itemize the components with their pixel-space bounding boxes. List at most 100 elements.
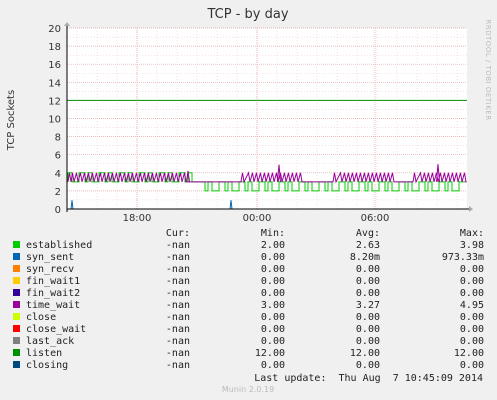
x-ticks: 18:00 00:00 06:00 (123, 213, 390, 224)
legend-avg: 0.00 (356, 312, 380, 323)
legend-cur: -nan (166, 324, 190, 335)
legend-header-max: Max: (460, 228, 484, 239)
legend-swatch (13, 277, 20, 284)
x-axis-arrow (469, 206, 473, 212)
legend-row-syn_sent: syn_sent -nan 0.00 8.20m 973.33m (13, 252, 484, 263)
legend-min: 0.00 (261, 312, 285, 323)
y-ticks: 0 2 4 6 8 10 12 14 16 18 20 (48, 24, 61, 216)
legend-avg: 0.00 (356, 276, 380, 287)
axes (64, 22, 473, 212)
legend-swatch (13, 313, 20, 320)
legend-cur: -nan (166, 264, 190, 275)
legend-row-closing: closing -nan 0.00 0.00 0.00 (13, 360, 484, 371)
legend-name: close_wait (26, 324, 86, 335)
last-update: Last update: Thu Aug 7 10:45:09 2014 (254, 373, 483, 384)
legend-max: 4.95 (460, 300, 484, 311)
legend-avg: 0.00 (356, 360, 380, 371)
legend-min: 0.00 (261, 276, 285, 287)
legend-name: syn_sent (26, 252, 74, 263)
legend-cur: -nan (166, 360, 190, 371)
series-time_wait (67, 171, 467, 184)
legend-min: 12.00 (255, 348, 285, 359)
legend-swatch (13, 337, 20, 344)
legend-avg: 0.00 (356, 324, 380, 335)
legend-row-close_wait: close_wait -nan 0.00 0.00 0.00 (13, 324, 484, 335)
legend-row-established: established -nan 2.00 2.63 3.98 (13, 240, 484, 251)
y-tick-label: 6 (55, 151, 61, 162)
legend-cur: -nan (166, 300, 190, 311)
legend-swatch (13, 349, 20, 356)
y-tick-label: 18 (48, 42, 61, 53)
legend-swatch (13, 361, 20, 368)
legend-name: fin_wait1 (26, 276, 80, 287)
legend-name: last_ack (26, 336, 74, 347)
y-axis-arrow (64, 22, 70, 26)
x-tick-label: 06:00 (361, 213, 390, 224)
legend-avg: 2.63 (356, 240, 380, 251)
legend-name: closing (26, 360, 68, 371)
legend-avg: 0.00 (356, 264, 380, 275)
x-tick-label: 00:00 (243, 213, 272, 224)
legend-cur: -nan (166, 288, 190, 299)
legend-min: 0.00 (261, 264, 285, 275)
legend-swatch (13, 325, 20, 332)
series-time_wait-peak (277, 164, 281, 182)
legend-cur: -nan (166, 336, 190, 347)
legend-max: 12.00 (454, 348, 484, 359)
legend-swatch (13, 241, 20, 248)
legend-cur: -nan (166, 312, 190, 323)
legend-min: 0.00 (261, 360, 285, 371)
y-tick-label: 10 (48, 115, 61, 126)
legend-min: 0.00 (261, 252, 285, 263)
legend-max: 0.00 (460, 288, 484, 299)
legend-avg: 3.27 (356, 300, 380, 311)
footer: Munin 2.0.19 (222, 385, 274, 394)
legend-row-fin_wait2: fin_wait2 -nan 0.00 0.00 0.00 (13, 288, 484, 299)
legend-swatch (13, 301, 20, 308)
legend-max: 0.00 (460, 324, 484, 335)
legend-swatch (13, 289, 20, 296)
legend-max: 0.00 (460, 336, 484, 347)
legend-header-min: Min: (261, 228, 285, 239)
y-tick-label: 16 (48, 60, 61, 71)
series-time_wait-peak (436, 164, 440, 182)
legend-max: 0.00 (460, 276, 484, 287)
legend-header: Cur: Min: Avg: Max: (166, 228, 484, 239)
legend-avg: 0.00 (356, 336, 380, 347)
legend-min: 0.00 (261, 288, 285, 299)
legend-cur: -nan (166, 348, 190, 359)
legend-cur: -nan (166, 240, 190, 251)
legend-header-avg: Avg: (356, 228, 380, 239)
y-tick-label: 12 (48, 96, 61, 107)
y-axis-label: TCP Sockets (6, 90, 17, 151)
legend-avg: 12.00 (350, 348, 380, 359)
series-time_wait-peak (186, 170, 190, 182)
legend-name: syn_recv (26, 264, 74, 275)
legend-row-listen: listen -nan 12.00 12.00 12.00 (13, 348, 484, 359)
legend-cur: -nan (166, 276, 190, 287)
legend-row-last_ack: last_ack -nan 0.00 0.00 0.00 (13, 336, 484, 347)
legend: established -nan 2.00 2.63 3.98 syn_sent -nan 0… (13, 240, 484, 371)
legend-max: 0.00 (460, 264, 484, 275)
legend-swatch (13, 265, 20, 272)
side-credit: RRDTOOL / TOBI OETIKER (484, 19, 492, 120)
y-tick-label: 8 (55, 133, 61, 144)
legend-name: close (26, 312, 56, 323)
legend-name: time_wait (26, 300, 80, 311)
legend-row-syn_recv: syn_recv -nan 0.00 0.00 0.00 (13, 264, 484, 275)
y-tick-label: 14 (48, 78, 61, 89)
legend-name: established (26, 240, 92, 251)
legend-name: listen (26, 348, 62, 359)
legend-min: 0.00 (261, 324, 285, 335)
y-tick-label: 4 (55, 169, 61, 180)
x-tick-label: 18:00 (123, 213, 152, 224)
legend-name: fin_wait2 (26, 288, 80, 299)
y-tick-label: 0 (55, 205, 61, 216)
legend-max: 0.00 (460, 312, 484, 323)
legend-min: 3.00 (261, 300, 285, 311)
y-tick-label: 2 (55, 187, 61, 198)
legend-min: 0.00 (261, 336, 285, 347)
legend-header-cur: Cur: (166, 228, 190, 239)
legend-cur: -nan (166, 252, 190, 263)
